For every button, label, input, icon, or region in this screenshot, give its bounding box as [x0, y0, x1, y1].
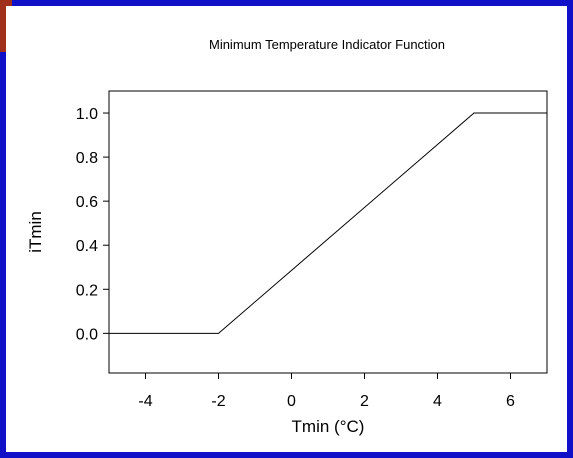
y-axis-label: iTmin	[26, 211, 45, 253]
y-tick-label: 0.2	[76, 282, 98, 299]
series-line	[109, 112, 547, 334]
plot-frame	[108, 90, 548, 374]
series-group	[109, 112, 547, 334]
x-axis: -4 -2 0 2 4 6	[138, 373, 515, 410]
x-tick-label: -2	[211, 393, 225, 410]
x-tick-label: 6	[506, 393, 515, 410]
y-tick-label: 0.4	[76, 238, 98, 255]
y-tick-label: 0.8	[76, 150, 98, 167]
y-axis: 0.0 0.2 0.4 0.6 0.8 1.0	[76, 106, 109, 343]
chart-title: Minimum Temperature Indicator Function	[209, 37, 445, 52]
y-tick-label: 1.0	[76, 106, 98, 123]
y-tick-label: 0.0	[76, 326, 98, 343]
x-tick-label: -4	[138, 393, 152, 410]
slide-panel	[6, 6, 567, 452]
x-tick-label: 4	[433, 393, 442, 410]
x-tick-label: 0	[287, 393, 296, 410]
y-tick-label: 0.6	[76, 194, 98, 211]
x-axis-label: Tmin (°C)	[292, 417, 365, 436]
x-tick-label: 2	[360, 393, 369, 410]
